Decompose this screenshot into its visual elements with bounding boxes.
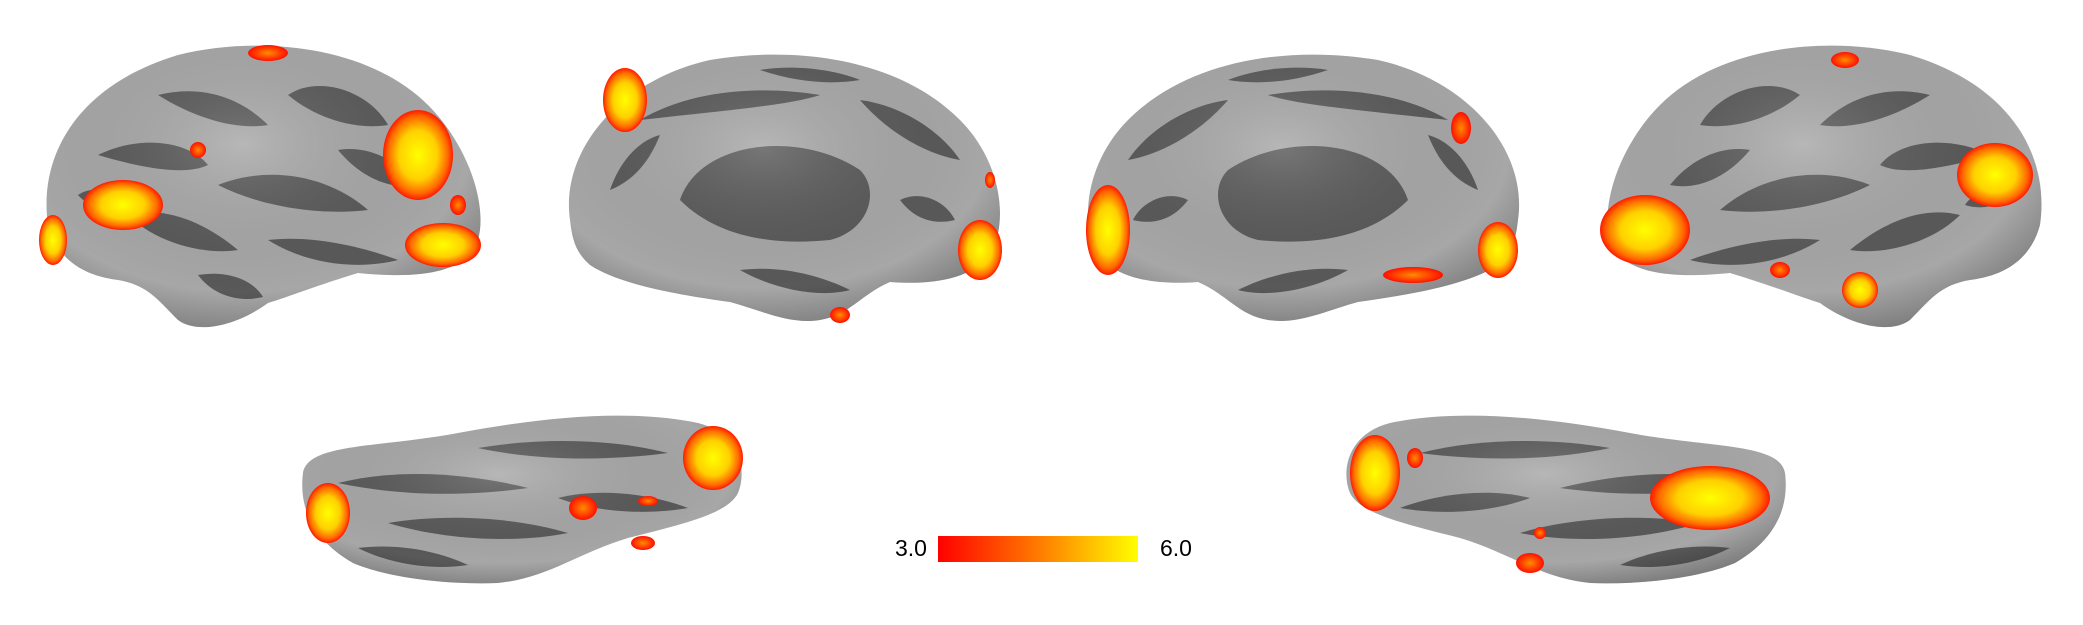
colorbar-max-label: 6.0 xyxy=(1160,535,1192,561)
brain-left-lateral xyxy=(38,35,488,340)
brain-right-medial xyxy=(1083,40,1528,340)
colorbar-gradient xyxy=(938,536,1138,562)
brain-right-ventral xyxy=(1340,413,1790,588)
colorbar-min-label: 3.0 xyxy=(895,535,927,561)
brain-left-ventral xyxy=(298,413,748,588)
brain-left-medial xyxy=(560,40,1005,340)
colorbar: 3.0 6.0 xyxy=(895,533,1195,563)
brain-right-lateral xyxy=(1600,35,2050,340)
